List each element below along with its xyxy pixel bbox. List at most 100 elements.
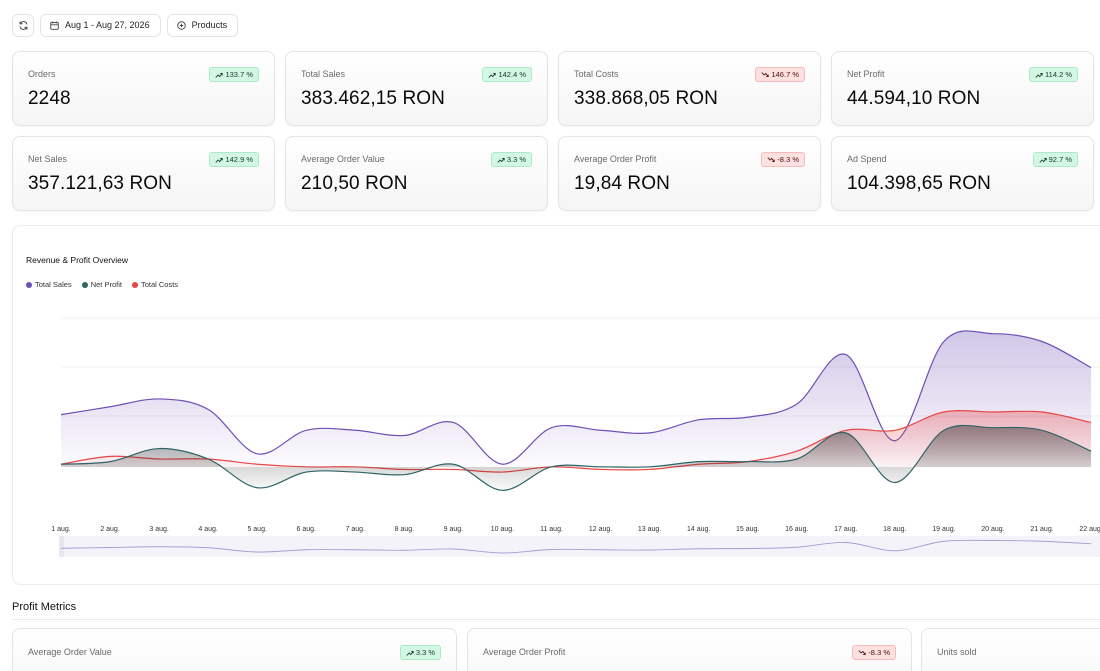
calendar-icon [50,20,59,30]
kpi-value: 2248 [28,88,71,109]
revenue-profit-chart-card: Revenue & Profit Overview Total Sales Ne… [12,225,1100,585]
series-line-total-sales[interactable] [60,330,1092,465]
kpi-label: Average Order Value [301,154,385,164]
x-tick-label: 18 aug. [883,526,906,533]
trend-up-icon [488,72,497,78]
x-tick-label: 8 aug. [395,526,415,533]
x-tick-label: 5 aug. [247,526,267,533]
series-line-total-costs[interactable] [60,410,1092,473]
x-tick-label: 7 aug. [346,526,366,533]
trend-up-icon [1039,157,1047,163]
change-badge: 92.7 % [1032,152,1078,167]
trend-down-icon [761,71,770,77]
legend-dot-icon [26,281,32,288]
kpi-card-ad-spend: Ad Spend 104.398,65 RON 92.7 % [831,136,1094,211]
trend-up-icon [406,650,414,656]
profit-card-label: Average Order Profit [483,647,566,657]
kpi-label: Total Costs [574,69,619,79]
x-tick-label: 6 aug. [297,526,317,533]
change-value: 133.7 % [225,70,253,79]
area-chart[interactable]: 1 aug. 2 aug. 3 aug. 4 aug. 5 aug. 6 aug. 7 au… [13,226,1100,586]
kpi-label: Average Order Profit [574,154,657,164]
kpi-card-orders: Orders 2248 133.7 % [12,51,275,126]
change-badge: -8.3 % [761,152,805,167]
kpi-value: 104.398,65 RON [847,173,991,194]
change-value: -8.3 % [777,155,799,164]
change-badge: -8.3 % [852,645,896,660]
x-tick-label: 11 aug. [540,526,563,533]
profit-card-average-order-profit: Average Order Profit -8.3 % [467,628,912,671]
change-value: 3.3 % [506,155,526,164]
refresh-icon [19,20,27,30]
trend-up-icon [215,72,224,78]
legend-dot-icon [81,281,88,288]
profit-card-units-sold: Units sold [921,628,1100,671]
kpi-value: 210,50 RON [301,173,408,194]
profit-card-label: Units sold [937,647,977,657]
profit-metrics-title: Profit Metrics [12,601,77,613]
trend-up-icon [1035,72,1043,78]
x-tick-label: 19 aug. [932,526,955,533]
trend-up-icon [497,157,505,163]
change-value: -8.3 % [868,648,890,657]
change-value: 146.7 % [771,70,799,79]
area-fill-net-profit [61,425,1092,491]
brush-preview-line [60,539,1092,554]
brush-area[interactable] [61,536,1100,557]
x-tick-label: 12 aug. [589,526,612,533]
date-range-picker[interactable]: Aug 1 - Aug 27, 2026 [40,13,161,37]
x-tick-label: 13 aug. [638,526,661,533]
change-badge: 3.3 % [399,645,441,660]
trend-down-icon [767,156,775,162]
kpi-value: 357.121,63 RON [28,173,172,194]
x-tick-label: 17 aug. [834,526,857,533]
x-tick-label: 21 aug. [1030,526,1053,533]
x-tick-label: 22 aug. [1079,526,1100,533]
products-filter-button[interactable]: Products [166,13,239,37]
kpi-card-total-costs: Total Costs 338.868,05 RON 146.7 % [558,51,821,126]
kpi-card-total-sales: Total Sales 383.462,15 RON 142.4 % [285,51,548,126]
kpi-value: 338.868,05 RON [574,88,718,109]
series-line-net-profit[interactable] [60,424,1092,491]
profit-card-average-order-value: Average Order Value 3.3 % [12,628,457,671]
x-tick-label: 20 aug. [981,526,1004,533]
x-tick-label: 9 aug. [444,526,464,533]
kpi-value: 19,84 RON [574,173,670,194]
change-badge: 142.9 % [209,152,259,167]
legend-label: Total Costs [140,280,179,289]
trend-down-icon [858,649,866,655]
area-fill-total-sales [61,330,1092,467]
plus-circle-icon [176,20,186,30]
kpi-value: 44.594,10 RON [847,88,981,109]
refresh-button[interactable] [12,13,34,37]
change-value: 142.9 % [225,155,253,164]
legend-item-total-sales[interactable]: Total Sales [26,280,72,289]
legend-item-net-profit[interactable]: Net Profit [81,280,122,289]
change-value: 142.4 % [498,70,526,79]
change-badge: 142.4 % [482,67,532,82]
x-tick-label: 15 aug. [736,526,759,533]
change-badge: 133.7 % [209,67,259,82]
x-tick-label: 16 aug. [785,526,808,533]
legend-item-total-costs[interactable]: Total Costs [131,280,179,289]
kpi-label: Total Sales [301,69,346,79]
x-tick-label: 4 aug. [198,526,218,533]
change-badge: 3.3 % [490,152,532,167]
x-tick-label: 1 aug. [51,526,71,533]
trend-up-icon [215,157,224,163]
chart-legend: Total Sales Net Profit Total Costs [26,280,178,289]
x-tick-label: 10 aug. [491,526,514,533]
kpi-label: Net Profit [847,69,885,79]
change-badge: 146.7 % [755,67,805,82]
kpi-card-net-sales: Net Sales 357.121,63 RON 142.9 % [12,136,275,211]
change-badge: 114.2 % [1029,67,1078,82]
date-range-label: Aug 1 - Aug 27, 2026 [65,20,150,30]
legend-label: Net Profit [90,280,122,289]
kpi-card-average-order-value: Average Order Value 210,50 RON 3.3 % [285,136,548,211]
brush-handle[interactable] [59,536,64,557]
change-value: 114.2 % [1045,70,1072,79]
kpi-label: Ad Spend [847,154,887,164]
chart-title: Revenue & Profit Overview [26,255,129,265]
kpi-label: Net Sales [28,154,68,164]
kpi-card-net-profit: Net Profit 44.594,10 RON 114.2 % [831,51,1094,126]
